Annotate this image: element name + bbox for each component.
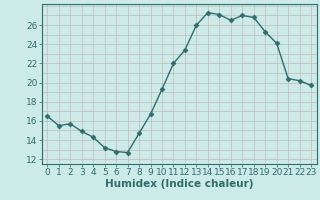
- X-axis label: Humidex (Indice chaleur): Humidex (Indice chaleur): [105, 179, 253, 189]
